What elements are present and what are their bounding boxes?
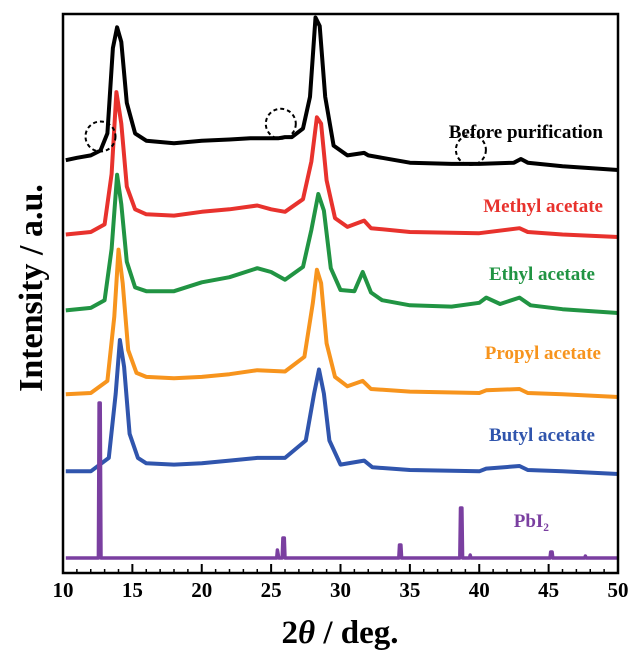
dashed-circle-annotation-3 (454, 133, 487, 166)
x-tick-label-10: 10 (53, 578, 74, 602)
label-methyl-acetate: Methyl acetate (483, 196, 603, 217)
series-line-ethyl-acetate (65, 172, 619, 315)
label-ethyl-acetate: Ethyl acetate (489, 264, 595, 285)
plot-frame (61, 12, 620, 575)
x-tick-label-40: 40 (469, 578, 490, 602)
label-propyl-acetate: Propyl acetate (485, 343, 601, 364)
x-tick-label-45: 45 (538, 578, 559, 602)
series-line-propyl-acetate (65, 247, 619, 399)
x-tick-label-15: 15 (122, 578, 143, 602)
x-axis-title: 2θ / deg. (281, 615, 398, 651)
x-tick-label-20: 20 (191, 578, 212, 602)
label-pbi2: PbI₂ (514, 511, 550, 532)
label-butyl-acetate: Butyl acetate (489, 425, 595, 446)
x-tick-label-35: 35 (399, 578, 420, 602)
series-line-methyl-acetate (65, 90, 619, 239)
series-line-before-purification (65, 15, 619, 172)
dashed-circle-annotation-1 (84, 120, 117, 153)
series-line-butyl-acetate (65, 338, 619, 476)
y-axis-title: Intensity / a.u. (13, 184, 50, 392)
x-tick-label-50: 50 (608, 578, 629, 602)
annotation-layer (84, 107, 487, 166)
series-line-pbi- (65, 401, 618, 560)
dashed-circle-annotation-2 (264, 107, 297, 140)
x-tick-label-25: 25 (261, 578, 282, 602)
label-before-purification: Before purification (449, 122, 604, 143)
x-tick-label-30: 30 (330, 578, 351, 602)
x-axis-ticks: 10 15 20 25 30 35 40 45 50 (53, 564, 629, 602)
series-layer (65, 15, 619, 560)
